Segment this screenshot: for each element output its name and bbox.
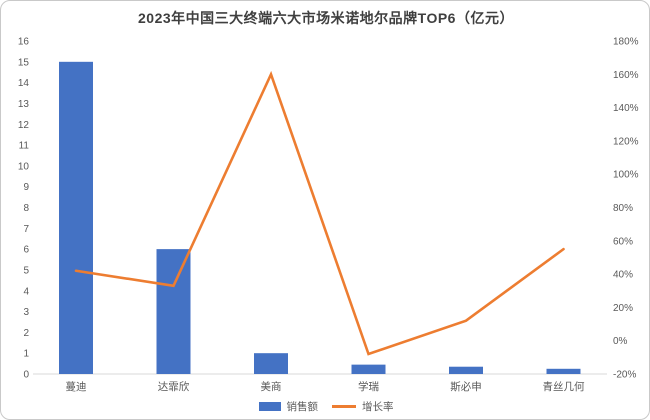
sales-bar xyxy=(156,249,191,374)
right-axis-tick: 180% xyxy=(613,37,639,48)
category-label: 青丝几何 xyxy=(543,380,585,393)
left-axis-tick: 10 xyxy=(18,161,30,172)
left-axis-tick: 11 xyxy=(19,141,30,152)
left-axis-tick: 3 xyxy=(23,307,29,318)
left-axis-tick: 8 xyxy=(23,203,29,214)
right-axis-tick: -20% xyxy=(613,370,636,381)
sales-bar xyxy=(254,353,288,374)
category-label: 学瑞 xyxy=(358,380,379,393)
left-axis-tick: 4 xyxy=(23,286,29,297)
sales-bar xyxy=(351,364,386,374)
left-axis-tick: 1 xyxy=(23,349,29,360)
left-axis-tick: 7 xyxy=(23,224,29,235)
right-axis-tick: 20% xyxy=(613,303,633,314)
left-axis-tick: 14 xyxy=(18,78,30,89)
left-axis-tick: 16 xyxy=(18,37,30,48)
growth-line xyxy=(74,70,565,356)
right-axis-tick: 100% xyxy=(613,170,639,181)
left-axis-tick: 13 xyxy=(18,99,30,110)
chart-title: 2023年中国三大终端六大市场米诺地尔品牌TOP6（亿元） xyxy=(138,10,514,26)
category-label: 斯必申 xyxy=(450,380,482,393)
left-axis-tick: 2 xyxy=(23,328,29,339)
category-label: 蔓迪 xyxy=(66,380,87,393)
legend-growth-label: 增长率 xyxy=(362,400,394,413)
right-axis-tick: 0% xyxy=(613,336,628,347)
sales-bar xyxy=(449,366,483,374)
right-axis-tick: 80% xyxy=(613,203,633,214)
left-axis-tick: 9 xyxy=(23,182,29,193)
category-label: 达霏欣 xyxy=(158,380,190,393)
left-axis-tick: 0 xyxy=(23,370,29,381)
chart-legend: 销售额 增长率 xyxy=(1,399,649,413)
right-axis-tick: 160% xyxy=(613,70,639,81)
growth-line-swatch-icon xyxy=(332,404,356,408)
right-axis-tick: 120% xyxy=(613,136,639,147)
category-label: 美商 xyxy=(261,380,282,393)
right-axis-tick: 40% xyxy=(613,270,633,281)
sales-bar xyxy=(59,61,93,374)
left-axis-tick: 15 xyxy=(18,57,30,68)
right-axis-tick: 140% xyxy=(613,103,639,114)
sales-bar-swatch-icon xyxy=(258,401,281,411)
left-axis-tick: 6 xyxy=(23,245,29,256)
sales-bar xyxy=(546,368,581,374)
left-axis-tick: 5 xyxy=(23,265,29,276)
right-axis-tick: 60% xyxy=(613,236,633,247)
legend-sales-label: 销售额 xyxy=(286,400,319,413)
left-axis-tick: 12 xyxy=(18,120,30,131)
